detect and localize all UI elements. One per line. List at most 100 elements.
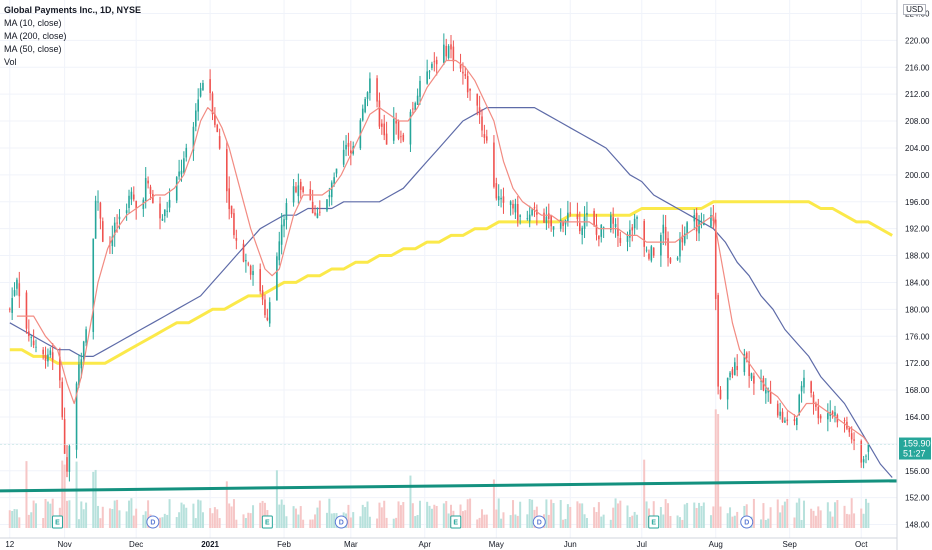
earnings-marker[interactable]: E [450,515,462,529]
candle [860,439,863,468]
candle-body [478,107,481,115]
candle [383,114,386,141]
volume-bar [249,513,252,528]
candle [497,184,500,207]
candle [829,400,832,422]
candle [700,212,703,229]
volume-bar [192,503,195,528]
candle [502,187,505,214]
candle [369,72,371,101]
volume-bar [683,504,686,528]
volume-bar [166,514,169,528]
volume-bar [35,503,38,528]
candle [612,207,614,234]
candle-body [242,243,245,262]
earnings-marker[interactable]: E [648,515,660,529]
volume-bar [779,512,782,528]
candle-body [347,142,350,147]
ma-50-line [9,106,893,478]
candle-body [92,238,95,332]
earnings-marker[interactable]: E [261,515,273,529]
legend-ma-10[interactable]: MA (10, close) [4,18,62,28]
volume-bar [552,503,555,528]
time-tick-label: Dec [129,540,143,549]
candle [698,215,700,242]
candle [30,335,33,347]
earnings-box [51,515,63,529]
candle-body [598,235,600,240]
dividend-marker[interactable]: D [334,515,348,529]
candle [452,40,455,72]
candle-body [450,44,452,50]
volume-bar [864,498,867,528]
candle-body [49,350,52,356]
volume-bar [497,498,500,528]
volume-bar [94,469,97,528]
candle-body [710,215,712,227]
legend-ma-200[interactable]: MA (200, close) [4,31,67,41]
candle-body [392,119,395,141]
dividend-marker[interactable]: D [740,515,754,529]
candle-body [796,417,798,425]
candle-body [161,218,164,221]
candle-body [545,216,548,223]
volume-bar [80,501,83,528]
candle [214,107,216,128]
dividend-marker[interactable]: D [532,515,546,529]
candle [385,121,388,145]
candle-body [619,238,622,243]
candle [652,247,655,258]
candle [178,159,180,180]
candle-body [812,394,815,404]
candle [619,231,622,247]
volume-bar [349,517,352,528]
volume-bar [42,518,45,528]
symbol-title[interactable]: Global Payments Inc., 1D, NYSE [4,5,142,15]
legend-vol[interactable]: Vol [4,57,17,67]
candle-body [717,295,719,387]
price-tick-label: 204.00 [905,144,930,153]
earnings-marker[interactable]: E [51,515,63,529]
candle [314,205,316,217]
candle [695,207,698,242]
candle [82,340,85,363]
volume-bar [399,505,402,528]
volume-bar [99,518,102,528]
currency-label[interactable]: USD [903,4,926,15]
candle [345,135,347,157]
candle [166,201,168,218]
candle [209,69,211,101]
volume-bar [359,516,362,528]
candle [252,264,254,286]
candle-body [383,123,386,136]
candle-body [297,185,300,197]
candle [765,378,767,404]
candle [853,432,855,451]
candle-body [526,218,529,220]
price-tick-label: 192.00 [905,225,930,234]
candle-body [481,116,483,131]
volume-bar [516,515,519,528]
candle-body [729,372,731,378]
candle [299,178,302,199]
legend-ma-50[interactable]: MA (50, close) [4,44,62,54]
price-axis[interactable]: 148.00152.00156.00160.00164.00168.00172.… [896,0,932,550]
volume-bar [416,514,419,528]
candle [185,143,188,162]
candle [183,151,185,175]
price-tick-label: 176.00 [905,332,930,341]
time-axis[interactable]: 12 Nov Dec 2021 Feb Mar Apr May Jun Jul Aug Sep Oct [0,537,897,549]
candle-body [519,215,521,217]
candle [679,232,681,263]
volume-bar [46,501,49,528]
candle [335,168,338,178]
volume-bar [833,502,836,528]
dividend-marker[interactable]: D [146,515,160,529]
volume-bar [476,519,479,528]
support-trendline[interactable] [0,479,898,493]
time-tick-label: May [489,540,504,549]
volume-bar [283,504,286,528]
candle [865,454,867,464]
